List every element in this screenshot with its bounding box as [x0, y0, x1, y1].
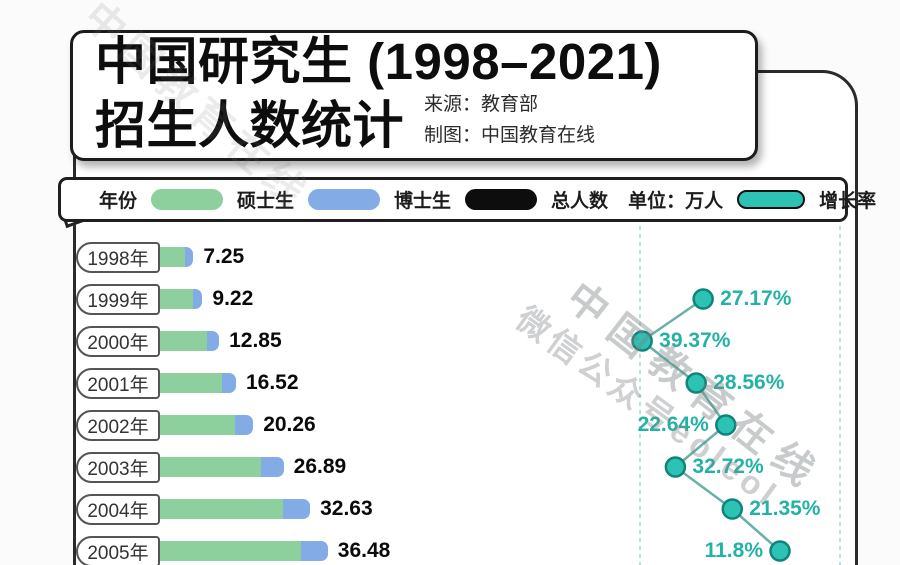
- master-segment: [160, 373, 222, 393]
- master-segment: [160, 289, 194, 309]
- legend-total-label: 总人数: [551, 191, 609, 212]
- table-row: 2001年 16.52: [76, 367, 299, 399]
- growth-point: [631, 330, 653, 352]
- legend-bar: 年份 硕士生 博士生 总人数 单位：万人 增长率: [58, 177, 876, 222]
- year-pill: 1998年: [76, 241, 160, 273]
- master-segment: [160, 247, 186, 267]
- table-row: 1998年 7.25: [76, 241, 245, 273]
- legend-master-label: 硕士生: [237, 191, 295, 212]
- rate-guide-right: [839, 226, 841, 565]
- growth-point: [715, 414, 737, 436]
- legend-doctor-label: 博士生: [394, 191, 452, 212]
- year-pill: 1999年: [76, 283, 160, 315]
- doctor-segment: [185, 247, 194, 267]
- total-value: 26.89: [293, 455, 347, 478]
- total-swatch-icon: [465, 189, 538, 210]
- growth-label: 28.56%: [713, 371, 785, 394]
- doctor-segment: [261, 457, 284, 477]
- total-value: 7.25: [203, 245, 245, 268]
- page-title-line1: 中国研究生 (1998–2021): [95, 33, 662, 91]
- total-value: 20.26: [263, 413, 316, 436]
- enrollment-bar: [160, 415, 254, 435]
- title-source-block: 来源：教育部 制图：中国教育在线: [424, 90, 595, 151]
- enrollment-bar: [160, 541, 328, 561]
- growth-label: 21.35%: [749, 497, 821, 520]
- total-value: 9.22: [212, 287, 254, 310]
- legend-year-label: 年份: [99, 191, 138, 212]
- master-segment: [160, 415, 236, 435]
- table-row: 2000年 12.85: [76, 325, 282, 357]
- growth-point: [721, 498, 743, 520]
- master-segment: [160, 499, 284, 519]
- year-pill: 2001年: [76, 367, 160, 399]
- table-row: 2002年 20.26: [76, 409, 316, 441]
- total-value: 32.63: [320, 497, 373, 520]
- doctor-segment: [235, 415, 254, 435]
- master-segment: [160, 541, 301, 561]
- legend-unit-label: 单位：万人: [628, 191, 724, 212]
- growth-point: [685, 372, 707, 394]
- doctor-segment: [207, 331, 220, 351]
- enrollment-bar: [160, 247, 194, 267]
- source-label: 来源：教育部: [424, 94, 539, 116]
- doctor-segment: [193, 289, 203, 309]
- enrollment-bar: [160, 499, 311, 519]
- doctor-segment: [283, 499, 311, 519]
- enrollment-bar: [160, 457, 284, 477]
- growth-label: 39.37%: [659, 329, 731, 352]
- credit-label: 制图：中国教育在线: [424, 124, 596, 146]
- total-value: 16.52: [245, 371, 299, 394]
- growth-point: [769, 540, 791, 562]
- growth-point: [664, 456, 687, 478]
- rate-swatch-icon: [737, 190, 806, 209]
- doctor-segment: [221, 373, 236, 393]
- page-title-line2: 招生人数统计: [95, 96, 405, 154]
- table-row: 2003年 26.89: [76, 451, 347, 483]
- enrollment-bar: [160, 289, 203, 309]
- rate-guide-left: [639, 226, 641, 565]
- master-segment: [160, 331, 208, 351]
- year-pill: 2004年: [76, 493, 160, 525]
- year-pill: 2003年: [76, 451, 160, 483]
- growth-label: 22.64%: [637, 413, 709, 436]
- enrollment-bar: [160, 373, 236, 393]
- doctor-swatch-icon: [308, 189, 381, 210]
- enrollment-bar: [160, 331, 220, 351]
- total-value: 36.48: [337, 539, 391, 562]
- growth-label: 32.72%: [692, 455, 764, 478]
- doctor-segment: [300, 541, 328, 561]
- growth-point: [692, 288, 714, 310]
- master-swatch-icon: [151, 189, 224, 210]
- year-pill: 2002年: [76, 409, 160, 441]
- growth-label: 11.8%: [704, 539, 763, 562]
- table-row: 2004年 32.63: [76, 493, 373, 525]
- table-row: 1999年 9.22: [76, 283, 254, 315]
- master-segment: [160, 457, 262, 477]
- year-pill: 2005年: [76, 535, 160, 565]
- table-row: 2005年 36.48: [76, 535, 391, 565]
- total-value: 12.85: [229, 329, 282, 352]
- legend-rate-label: 增长率: [819, 191, 877, 212]
- title-box: 中国研究生 (1998–2021) 招生人数统计 来源：教育部 制图：中国教育在…: [70, 30, 758, 161]
- year-pill: 2000年: [76, 325, 160, 357]
- growth-label: 27.17%: [720, 287, 792, 310]
